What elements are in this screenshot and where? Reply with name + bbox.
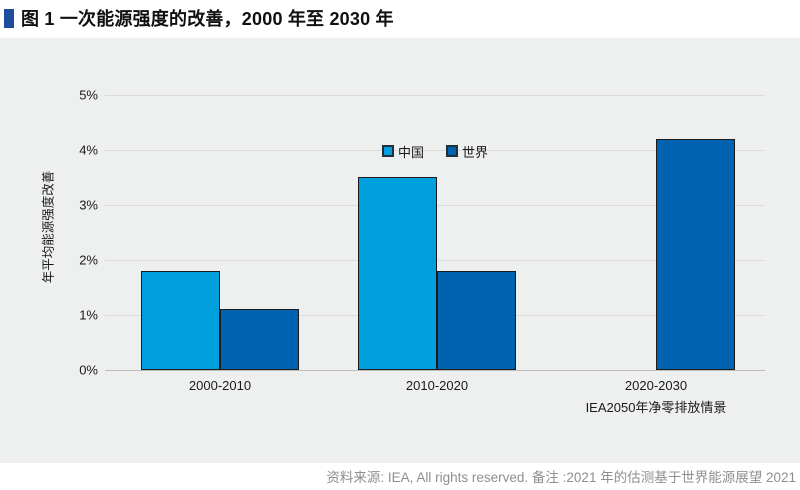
legend-swatch-icon — [446, 145, 458, 157]
gridline-4pct — [105, 150, 765, 151]
y-tick-2pct: 2% — [79, 252, 98, 268]
source-note: 资料来源: IEA, All rights reserved. 备注 :2021… — [326, 470, 796, 485]
y-axis-title: 年平均能源强度改善 — [41, 170, 56, 284]
legend-item-中国: 中国 — [381, 142, 424, 161]
bar-中国-2010-2020 — [358, 177, 437, 370]
x-axis-baseline — [105, 370, 765, 371]
bar-世界-2020-2030 — [656, 139, 735, 370]
legend-swatch-icon — [381, 145, 394, 157]
figure-title-row: 图 1 一次能源强度的改善，2000 年至 2030 年 — [4, 5, 394, 31]
y-tick-3pct: 3% — [79, 197, 98, 213]
figure-title: 图 1 一次能源强度的改善，2000 年至 2030 年 — [21, 9, 394, 29]
bar-世界-2000-2010 — [220, 309, 299, 370]
plot-area: 0% 1% 2% 3% 4% 5% 2000-2010 2010-2020 2020-2030 I… — [0, 38, 800, 463]
chart-legend: 中国 世界 — [105, 142, 765, 161]
x-label-2000-2010: 2000-2010 — [188, 378, 252, 393]
y-tick-5pct: 5% — [79, 87, 98, 103]
gridline-5pct — [105, 95, 765, 96]
y-tick-4pct: 4% — [79, 142, 98, 158]
y-tick-1pct: 1% — [79, 307, 98, 323]
x-sublabel-2020-2030: IEA2050年净零排放情景 — [585, 400, 727, 415]
legend-item-世界: 世界 — [446, 142, 488, 161]
y-tick-0pct: 0% — [79, 362, 98, 378]
chart-panel: 0% 1% 2% 3% 4% 5% 2000-2010 2010-2020 2020-2030 I… — [0, 38, 800, 463]
bar-世界-2010-2020 — [437, 271, 516, 370]
legend-label: 中国 — [397, 144, 424, 160]
title-marker-icon — [4, 8, 14, 28]
x-label-2020-2030: 2020-2030 — [624, 378, 688, 393]
bar-中国-2000-2010 — [141, 271, 220, 370]
x-label-2010-2020: 2010-2020 — [405, 378, 469, 393]
legend-label: 世界 — [462, 144, 489, 160]
